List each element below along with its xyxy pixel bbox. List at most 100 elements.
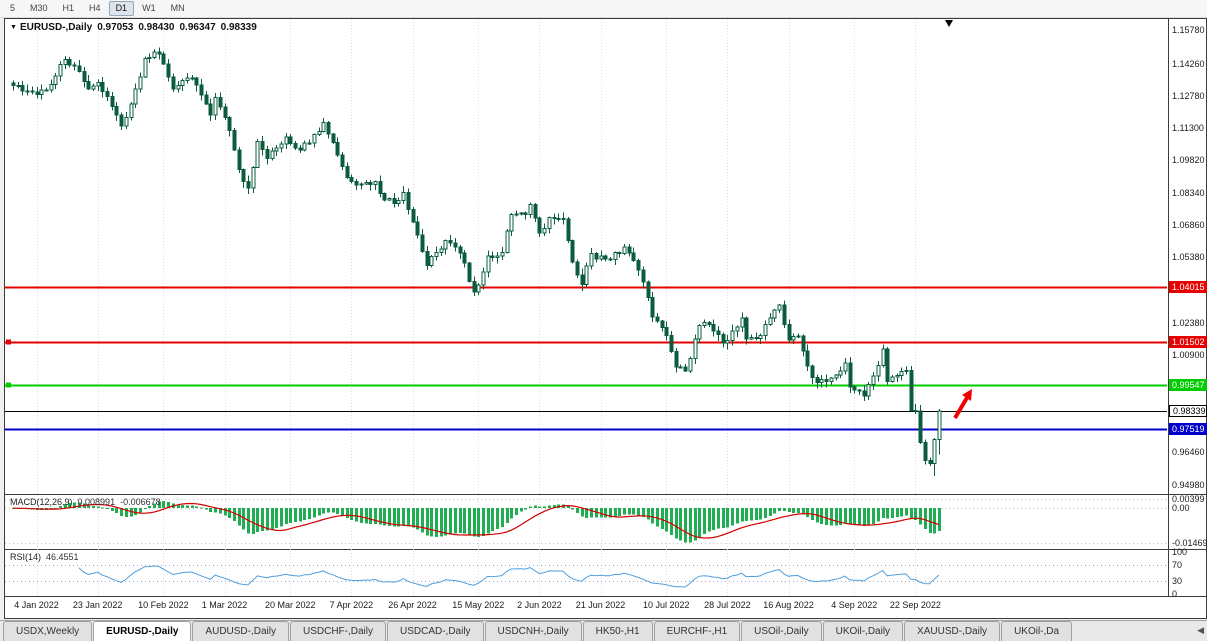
candle-body (265, 149, 270, 160)
macd-histogram-bar (322, 508, 325, 514)
macd-histogram-bar (449, 508, 452, 535)
macd-histogram-bar (849, 508, 852, 525)
candle-body (119, 114, 124, 127)
candle-body (772, 309, 777, 319)
date-axis-label: 15 May 2022 (452, 600, 505, 610)
macd-histogram-bar (623, 508, 626, 515)
tab-audusd-daily[interactable]: AUDUSD-,Daily (192, 621, 289, 641)
candle-body (302, 142, 307, 151)
candle-body (171, 76, 176, 90)
symbol-collapse-icon[interactable]: ▼ (10, 24, 17, 31)
candle-body (364, 182, 369, 185)
price-line-label-0.98339: 0.98339 (1169, 405, 1207, 418)
price-chart-canvas[interactable] (5, 19, 1167, 495)
timeframe-button-m30[interactable]: M30 (30, 3, 48, 13)
macd-histogram-bar (741, 508, 744, 522)
candle-body (392, 198, 397, 205)
macd-histogram-bar (600, 508, 603, 518)
macd-histogram-bar (64, 504, 67, 509)
annotation-arrow-shaft[interactable] (953, 394, 970, 420)
tab-eurchf-h1[interactable]: EURCHF-,H1 (653, 621, 741, 641)
candle-body (890, 376, 895, 382)
timeframe-button-d1[interactable]: D1 (108, 1, 135, 16)
tab-usdcnh-daily[interactable]: USDCNH-,Daily (484, 621, 582, 641)
candle-body (754, 337, 759, 340)
candle-body (655, 316, 660, 322)
candle-body (913, 409, 918, 412)
candle-body (716, 330, 721, 335)
rsi-pane[interactable]: RSI(14) 46.4551 100 70 30 0 (5, 547, 1206, 599)
macd-histogram-bar (647, 508, 650, 520)
macd-histogram-bar (496, 508, 499, 530)
macd-histogram-bar (327, 508, 330, 513)
macd-histogram-bar (256, 508, 259, 533)
macd-histogram-bar (679, 508, 682, 541)
candle-body (194, 77, 199, 86)
macd-histogram-bar (383, 508, 386, 526)
macd-histogram-bar (882, 508, 885, 519)
rsi-axis[interactable]: 100 70 30 0 (1168, 547, 1206, 599)
timeframe-button-mn[interactable]: MN (170, 3, 185, 13)
macd-pane[interactable]: MACD(12,26,9) 0.008991 -0.006678 0.00399 0.… (5, 494, 1207, 550)
candle-body (152, 51, 157, 58)
macd-histogram-bar (755, 508, 758, 521)
tab-scroll-left-icon[interactable]: ◀ (1197, 625, 1204, 635)
macd-histogram-bar (835, 508, 838, 526)
tab-usdx-weekly[interactable]: USDX,Weekly (3, 621, 93, 641)
macd-histogram-bar (694, 508, 697, 541)
candle-body (25, 90, 30, 93)
candle-body (584, 265, 589, 286)
macd-histogram-bar (186, 505, 189, 509)
macd-histogram-bar (839, 508, 842, 525)
price-axis[interactable]: 1.15780 1.14260 1.12780 1.11300 1.09820 1.083… (1168, 19, 1207, 494)
macd-signal-value: -0.006678 (120, 497, 161, 507)
rsi-axis-label: 0 (1172, 589, 1178, 599)
candle-body (326, 122, 331, 135)
candle-body (340, 154, 345, 168)
macd-chart-canvas[interactable] (5, 495, 1167, 550)
macd-axis[interactable]: 0.00399 0.00 -0.01469 (1168, 494, 1207, 549)
tab-ukoil-daily[interactable]: UKOil-,Daily (822, 621, 904, 641)
macd-histogram-bar (294, 508, 297, 522)
line-anchor-marker[interactable] (6, 339, 11, 345)
annotation-arrow-head[interactable] (962, 389, 972, 401)
line-anchor-marker[interactable] (6, 382, 11, 388)
ohlc-open: 0.97053 (97, 22, 134, 33)
candle-body (425, 250, 430, 267)
price-pane[interactable]: ▼ EURUSD-,Daily 0.97053 0.98430 0.96347 0.983… (5, 19, 1207, 495)
tab-hk50-h1[interactable]: HK50-,H1 (582, 621, 653, 641)
candle-body (740, 317, 745, 328)
macd-histogram-bar (872, 508, 875, 524)
candle-body (627, 246, 632, 254)
macd-histogram-bar (242, 508, 245, 530)
chart-shift-marker-icon[interactable] (945, 20, 953, 27)
rsi-name: RSI(14) (10, 552, 42, 562)
date-axis[interactable]: 4 Jan 2022 23 Jan 2022 10 Feb 2022 1 Mar 20… (5, 597, 1206, 615)
date-axis-label: 26 Apr 2022 (388, 600, 437, 610)
macd-histogram-bar (468, 508, 471, 535)
tab-usoil-daily[interactable]: USOil-,Daily (741, 621, 822, 641)
tab-eurusd-daily[interactable]: EURUSD-,Daily (93, 621, 192, 641)
macd-histogram-bar (585, 508, 588, 518)
timeframe-button-h1[interactable]: H1 (62, 3, 75, 13)
date-axis-label: 2 Jun 2022 (517, 600, 562, 610)
rsi-chart-canvas[interactable] (5, 550, 1167, 597)
timeframe-button-w1[interactable]: W1 (142, 3, 156, 13)
timeframe-button-5[interactable]: 5 (10, 3, 16, 13)
date-axis-label: 1 Mar 2022 (201, 600, 248, 610)
macd-histogram-bar (487, 508, 490, 534)
timeframe-button-h4[interactable]: H4 (89, 3, 101, 13)
macd-histogram-bar (177, 504, 180, 509)
tab-usdchf-daily[interactable]: USDCHF-,Daily (289, 621, 386, 641)
tab-usdcad-daily[interactable]: USDCAD-,Daily (386, 621, 484, 641)
macd-histogram-bar (261, 508, 264, 531)
tab-ukoil-da[interactable]: UKOil-,Da (1001, 621, 1073, 641)
macd-histogram-bar (731, 508, 734, 526)
candle-body (180, 79, 185, 87)
candle-body (359, 183, 364, 186)
tab-xauusd-daily[interactable]: XAUUSD-,Daily (904, 621, 1001, 641)
date-axis-label: 10 Feb 2022 (138, 600, 189, 610)
macd-histogram-bar (92, 506, 95, 509)
macd-histogram-bar (289, 508, 292, 523)
macd-histogram-bar (675, 508, 678, 539)
